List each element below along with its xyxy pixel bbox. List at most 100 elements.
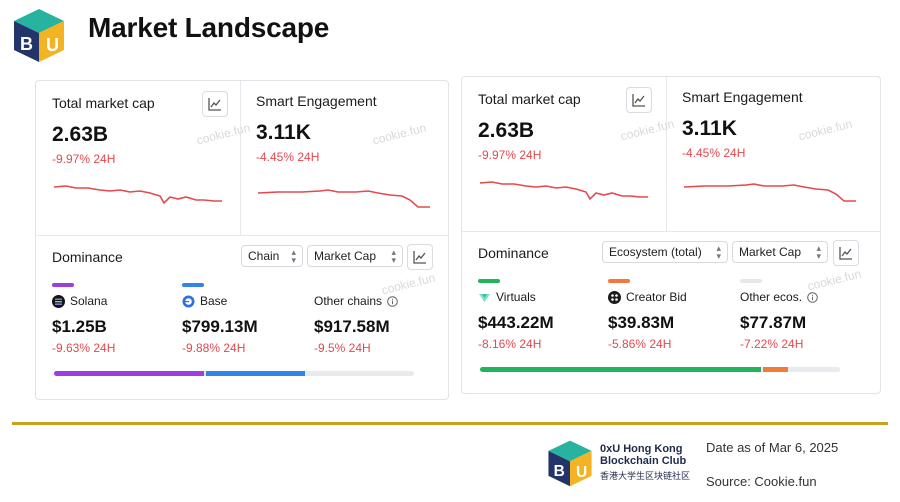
metric-filter-dropdown[interactable]: Market Cap ▴ ▾ (307, 245, 403, 267)
solana-icon (52, 294, 65, 308)
total-market-cap-change: -9.97% 24H (52, 152, 116, 166)
dropdown-label: Market Cap (739, 245, 802, 259)
info-icon[interactable] (387, 295, 398, 307)
solana-value: $1.25B (52, 317, 107, 336)
other-chains-change: -9.5% 24H (314, 341, 371, 355)
total-market-cap-change: -9.97% 24H (478, 148, 542, 162)
watermark: cookie.fun (797, 116, 854, 144)
base-value: $799.13M (182, 317, 258, 336)
base-marker (182, 283, 204, 287)
dominance-chart-button[interactable] (833, 240, 859, 266)
other-chains-label: Other chains (314, 294, 398, 308)
solana-change: -9.63% 24H (52, 341, 116, 355)
chart-toggle-button[interactable] (202, 91, 228, 117)
solana-label: Solana (52, 294, 107, 308)
watermark: cookie.fun (380, 270, 437, 298)
item-name: Solana (70, 294, 108, 308)
other-ecos-marker (740, 279, 762, 283)
chevron-up-down-icon: ▴ ▾ (716, 243, 721, 261)
other-ecos-label: Other ecos. (740, 290, 818, 304)
market-cap-sparkline (479, 181, 648, 201)
chart-line-icon (839, 247, 852, 260)
dominance-segment-creator-bid (763, 367, 789, 372)
creator-bid-change: -5.86% 24H (608, 337, 672, 351)
club-name-line2: Blockchain Club (600, 455, 687, 467)
watermark: cookie.fun (619, 116, 676, 144)
virtuals-value: $443.22M (478, 313, 554, 332)
watermark: cookie.fun (806, 266, 863, 294)
creator-bid-icon (608, 290, 621, 304)
svg-text:B: B (554, 463, 565, 480)
svg-text:B: B (20, 34, 33, 54)
solana-marker (52, 283, 74, 287)
date-note: Date as of Mar 6, 2025 (706, 440, 839, 455)
smart-engagement-value: 3.11K (256, 121, 311, 144)
base-change: -9.88% 24H (182, 341, 246, 355)
chart-line-icon (413, 251, 426, 264)
base-label: Base (182, 294, 227, 308)
dropdown-label: Chain (248, 249, 280, 263)
page-title: Market Landscape (88, 12, 330, 43)
chart-toggle-button[interactable] (626, 87, 652, 113)
club-name: 0xU Hong Kong Blockchain Club (600, 443, 686, 467)
chevron-up-down-icon: ▴ ▾ (291, 247, 296, 265)
chart-line-icon (632, 94, 645, 107)
creator-bid-label: Creator Bid (608, 290, 687, 304)
other-chains-value: $917.58M (314, 317, 390, 336)
smart-engagement-title: Smart Engagement (682, 89, 803, 105)
creator-bid-value: $39.83M (608, 313, 675, 332)
dominance-chart-button[interactable] (407, 244, 433, 270)
engagement-sparkline (257, 189, 430, 208)
dominance-segment-solana (54, 371, 204, 376)
virtuals-label: Virtuals (478, 290, 536, 304)
item-name: Other ecos. (740, 290, 803, 304)
dropdown-label: Market Cap (314, 249, 377, 263)
svg-text:U: U (576, 464, 587, 481)
club-logo-icon: B U (548, 440, 592, 487)
watermark: cookie.fun (371, 120, 428, 148)
market-panel-chain: Total market cap 2.63B -9.97% 24H cookie… (35, 80, 449, 400)
smart-engagement-value: 3.11K (682, 117, 737, 140)
virtuals-marker (478, 279, 500, 283)
dominance-segment-virtuals (480, 367, 762, 372)
total-market-cap-title: Total market cap (478, 91, 581, 107)
metric-filter-dropdown[interactable]: Market Cap ▴ ▾ (732, 241, 828, 263)
footer-divider (12, 422, 888, 425)
dominance-segment-base (205, 371, 306, 376)
item-name: Creator Bid (626, 290, 687, 304)
source-note: Source: Cookie.fun (706, 474, 817, 489)
creator-bid-marker (608, 279, 630, 283)
club-name-line1: 0xU Hong Kong (600, 443, 683, 455)
smart-engagement-change: -4.45% 24H (256, 150, 320, 164)
base-icon (182, 295, 195, 307)
virtuals-change: -8.16% 24H (478, 337, 542, 351)
other-ecos-change: -7.22% 24H (740, 337, 804, 351)
ecosystem-filter-dropdown[interactable]: Ecosystem (total) ▴ ▾ (602, 241, 728, 263)
club-logo-icon: B U (14, 9, 64, 62)
dominance-title: Dominance (478, 245, 549, 261)
chevron-up-down-icon: ▴ ▾ (816, 243, 821, 261)
info-icon[interactable] (807, 291, 818, 303)
item-name: Virtuals (496, 290, 536, 304)
virtuals-icon (479, 293, 490, 302)
club-name-chinese: 香港大学生区块链社区 (600, 471, 691, 481)
dominance-segment-other (307, 371, 414, 376)
total-market-cap-title: Total market cap (52, 95, 155, 111)
dominance-bar (480, 367, 840, 372)
item-name: Base (200, 294, 228, 308)
other-ecos-value: $77.87M (740, 313, 807, 332)
total-market-cap-value: 2.63B (52, 123, 109, 146)
chart-line-icon (208, 98, 221, 111)
smart-engagement-title: Smart Engagement (256, 93, 377, 109)
total-market-cap-value: 2.63B (478, 119, 535, 142)
dominance-title: Dominance (52, 249, 123, 265)
chain-filter-dropdown[interactable]: Chain ▴ ▾ (241, 245, 303, 267)
svg-text:U: U (46, 35, 59, 55)
dominance-segment-other (790, 367, 840, 372)
chevron-up-down-icon: ▴ ▾ (391, 247, 396, 265)
market-panel-ecosystem: Total market cap 2.63B -9.97% 24H cookie… (461, 76, 881, 394)
engagement-sparkline (683, 183, 856, 202)
smart-engagement-change: -4.45% 24H (682, 146, 746, 160)
dropdown-label: Ecosystem (total) (609, 245, 702, 259)
watermark: cookie.fun (195, 120, 252, 148)
